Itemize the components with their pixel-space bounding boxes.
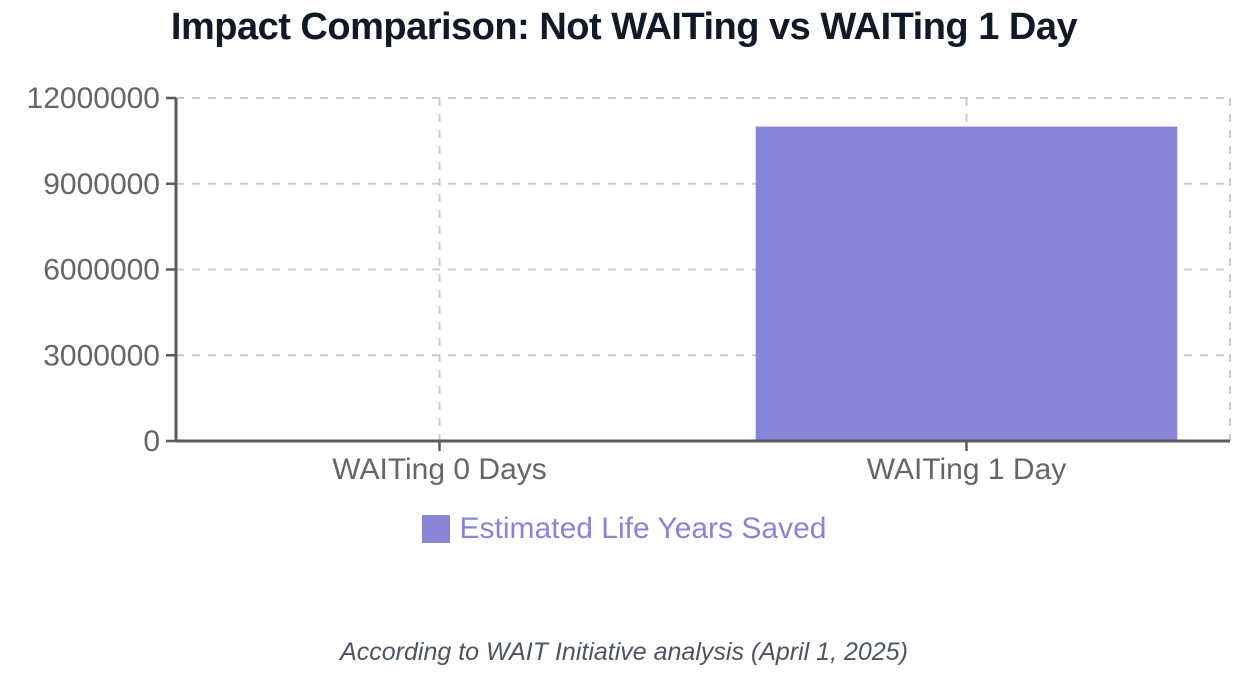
legend-swatch-icon [421, 515, 450, 543]
y-tick-label: 6000000 [43, 254, 160, 287]
y-tick-label: 0 [143, 425, 160, 458]
chart-legend: Estimated Life Years Saved [0, 512, 1248, 546]
y-tick-label: 3000000 [43, 339, 160, 372]
x-tick-label: WAITing 0 Days [332, 453, 547, 486]
x-tick-label: WAITing 1 Day [867, 453, 1067, 486]
y-tick-label: 12000000 [27, 82, 160, 115]
y-tick-label: 9000000 [43, 168, 160, 201]
legend-label: Estimated Life Years Saved [459, 512, 827, 545]
chart-caption: According to WAIT Initiative analysis (A… [340, 638, 908, 666]
chart-title: Impact Comparison: Not WAITing vs WAITin… [170, 6, 1078, 48]
bar-chart-canvas: 0 3000000 6000000 9000000 12000000 WAITing 0 … [27, 82, 1231, 486]
bar-waiting-1-day [755, 126, 1178, 441]
